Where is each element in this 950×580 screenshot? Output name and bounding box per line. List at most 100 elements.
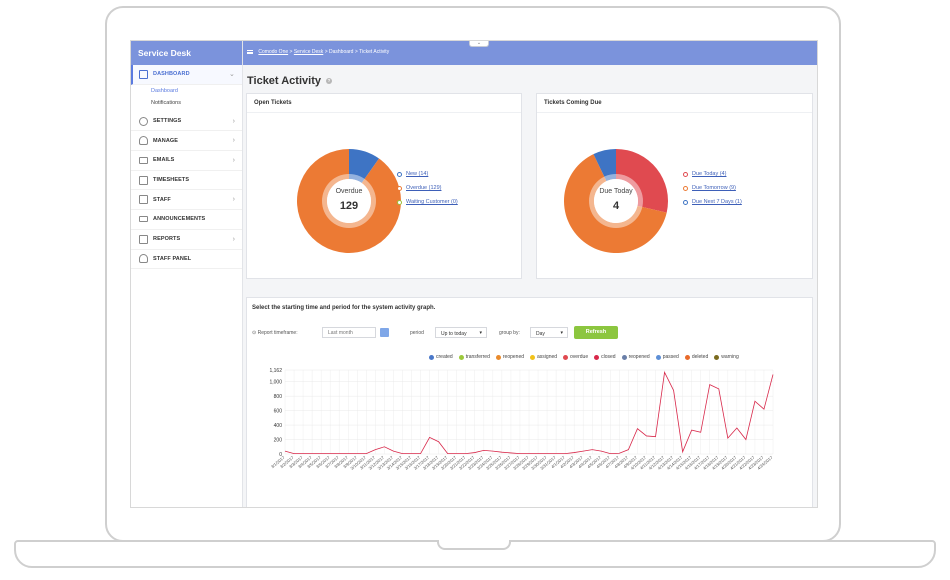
legend-item-passed[interactable]: passed	[655, 354, 679, 360]
breadcrumb-current: Ticket Activity	[359, 49, 390, 55]
legend-due-tomorrow[interactable]: Due Tomorrow (9)	[683, 185, 736, 191]
id-card-icon	[139, 195, 148, 205]
sidebar-item-emails[interactable]: EMAILS ›	[131, 151, 242, 171]
sidebar-item-settings[interactable]: SETTINGS ›	[131, 112, 242, 132]
circle-icon	[683, 199, 688, 205]
legend-item-label: assigned	[537, 354, 558, 360]
open-tickets-title: Open Tickets	[247, 94, 521, 113]
help-icon[interactable]: ?	[326, 78, 333, 85]
legend-item-created[interactable]: created	[429, 354, 453, 360]
activity-line-chart: 02004006008001,0001,1623/1/20173/2/20173…	[269, 368, 774, 471]
sidebar-item-label: MANAGE	[153, 137, 179, 144]
sidebar: Service Desk DASHBOARD ⌄ Dashboard Notif…	[131, 41, 243, 507]
y-tick-label: 800	[274, 394, 283, 400]
legend-item-warning[interactable]: warning	[714, 354, 739, 360]
top-bar: Comodo One > Service Desk > Dashboard > …	[243, 41, 817, 65]
breadcrumb-separator: >	[354, 49, 358, 55]
donut-slice-new[interactable]	[349, 149, 380, 184]
legend-item-reopened-2[interactable]: reopened	[621, 354, 650, 360]
sidebar-item-staff-panel[interactable]: STAFF PANEL	[131, 250, 242, 270]
legend-item-label: passed	[662, 354, 679, 360]
sidebar-item-label: SETTINGS	[153, 118, 182, 125]
sidebar-subitem-notifications[interactable]: Notifications	[151, 99, 181, 106]
series-line-closed[interactable]	[284, 370, 774, 455]
legend-item-assigned[interactable]: assigned	[530, 354, 557, 360]
dot-icon	[563, 354, 569, 360]
legend-item-label: closed	[601, 354, 616, 360]
menu-icon[interactable]	[247, 49, 253, 54]
circle-icon	[397, 171, 402, 177]
clock-icon: ⊙	[252, 330, 258, 336]
legend-label: Due Today (4)	[692, 171, 727, 177]
legend-label: Due Next 7 Days (1)	[692, 199, 742, 205]
period-select[interactable]: Up to today ▾	[435, 327, 487, 338]
donut-slice-due-today[interactable]	[616, 149, 668, 213]
breadcrumb-dashboard: Dashboard	[329, 49, 354, 55]
app-screen: Service Desk DASHBOARD ⌄ Dashboard Notif…	[130, 40, 818, 508]
dot-icon	[458, 354, 464, 360]
activity-card: Select the starting time and period for …	[246, 297, 813, 507]
sidebar-item-label: DASHBOARD	[153, 71, 190, 78]
gear-icon	[139, 116, 148, 126]
legend-item-closed[interactable]: closed	[594, 354, 616, 360]
circle-icon	[683, 185, 688, 191]
breadcrumb: Comodo One > Service Desk > Dashboard > …	[247, 49, 389, 55]
legend-label: Overdue (129)	[406, 185, 442, 191]
caret-down-icon: ▾	[479, 330, 482, 336]
y-tick-label: 200	[274, 438, 283, 444]
chevron-right-icon: ›	[232, 117, 235, 125]
breadcrumb-separator: >	[324, 49, 328, 55]
breadcrumb-link-comodo-one[interactable]: Comodo One	[258, 49, 289, 55]
dot-icon	[594, 354, 600, 360]
sidebar-item-timesheets[interactable]: TIMESHEETS	[131, 171, 242, 191]
user-icon	[139, 254, 148, 264]
page-title-text: Ticket Activity	[247, 75, 321, 87]
breadcrumb-separator: >	[289, 49, 293, 55]
sidebar-item-announcements[interactable]: ANNOUNCEMENTS	[131, 210, 242, 230]
legend-item-transferred[interactable]: transferred	[458, 354, 490, 360]
laptop-notch	[437, 540, 511, 550]
dot-icon	[714, 354, 720, 360]
breadcrumb-link-service-desk[interactable]: Service Desk	[293, 49, 324, 55]
sidebar-item-label: ANNOUNCEMENTS	[153, 216, 206, 223]
legend-item-label: deleted	[691, 354, 709, 360]
y-tick-label: 1,162	[269, 368, 282, 374]
calendar-icon[interactable]	[380, 328, 389, 337]
sidebar-subitem-dashboard[interactable]: Dashboard	[151, 87, 178, 94]
dot-icon	[621, 354, 627, 360]
legend-overdue[interactable]: Overdue (129)	[397, 185, 441, 191]
page-title: Ticket Activity ?	[247, 75, 333, 87]
donut-slice-due-next-7-days[interactable]	[593, 149, 616, 182]
donut-hole	[327, 179, 371, 223]
legend-waiting-customer[interactable]: Waiting Customer (0)	[397, 199, 458, 205]
legend-new[interactable]: New (14)	[397, 171, 428, 177]
calendar-icon	[139, 175, 148, 185]
chevron-right-icon: ›	[232, 137, 235, 145]
sidebar-item-reports[interactable]: REPORTS ›	[131, 230, 242, 250]
refresh-button[interactable]: Refresh	[574, 326, 618, 339]
donut-hole	[594, 179, 638, 223]
timeframe-label-text: Report timeframe:	[257, 330, 298, 336]
legend-label: New (14)	[406, 171, 429, 177]
donut-slice-overdue[interactable]	[297, 149, 401, 253]
chevron-down-icon: ⌄	[229, 71, 235, 79]
legend-due-next-7-days[interactable]: Due Next 7 Days (1)	[683, 199, 742, 205]
chevron-right-icon: ›	[232, 235, 235, 243]
legend-item-overdue[interactable]: overdue	[563, 354, 588, 360]
group-by-select[interactable]: Day ▾	[530, 327, 568, 338]
y-tick-label: 1,000	[269, 380, 282, 386]
sidebar-item-label: REPORTS	[153, 236, 181, 243]
legend-due-today[interactable]: Due Today (4)	[683, 171, 726, 177]
sidebar-item-manage[interactable]: MANAGE ›	[131, 131, 242, 152]
sidebar-item-dashboard[interactable]: DASHBOARD ⌄	[131, 65, 242, 85]
megaphone-icon	[139, 216, 148, 223]
legend-item-deleted[interactable]: deleted	[684, 354, 709, 360]
timeframe-input[interactable]	[322, 327, 376, 338]
circle-icon	[397, 199, 402, 205]
legend-item-reopened[interactable]: reopened	[495, 354, 524, 360]
caret-down-icon: ▾	[560, 330, 563, 336]
sidebar-item-staff[interactable]: STAFF ›	[131, 190, 242, 211]
open-tickets-donut	[297, 149, 401, 253]
collapse-header-button[interactable]: ⌄	[469, 41, 489, 47]
donut-slice-due-tomorrow[interactable]	[564, 154, 667, 253]
